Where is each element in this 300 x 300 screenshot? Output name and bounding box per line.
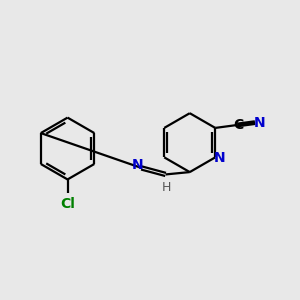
- Text: N: N: [132, 158, 143, 172]
- Text: C: C: [234, 118, 244, 132]
- Text: H: H: [161, 181, 171, 194]
- Text: Cl: Cl: [60, 197, 75, 211]
- Text: N: N: [213, 151, 225, 165]
- Text: N: N: [254, 116, 265, 130]
